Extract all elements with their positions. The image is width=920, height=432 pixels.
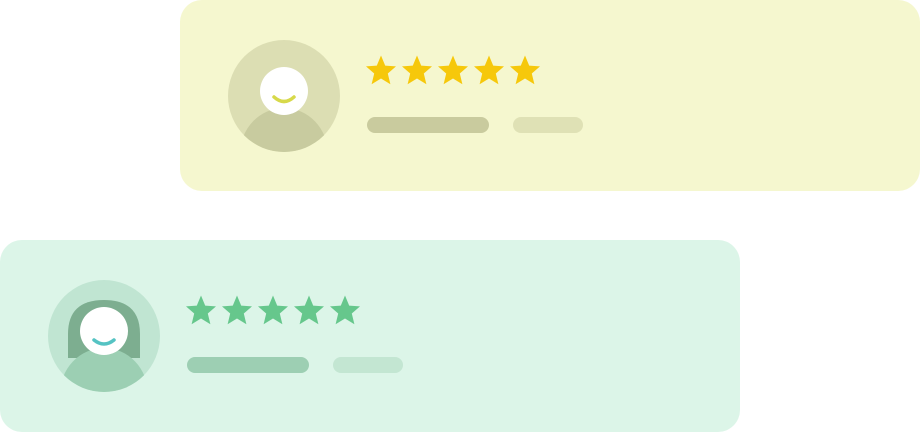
star-icon — [220, 294, 254, 328]
user-avatar-icon — [228, 40, 340, 152]
star-icon — [184, 294, 218, 328]
star-rating — [364, 54, 542, 88]
star-icon — [508, 54, 542, 88]
star-icon — [400, 54, 434, 88]
star-icon — [472, 54, 506, 88]
review-text-placeholder-short — [513, 117, 583, 133]
review-card-bottom — [0, 240, 740, 432]
star-icon — [292, 294, 326, 328]
review-card-top — [180, 0, 920, 191]
review-text-placeholder-long — [187, 357, 309, 373]
review-text-placeholder-long — [367, 117, 489, 133]
star-icon — [436, 54, 470, 88]
star-icon — [256, 294, 290, 328]
star-icon — [328, 294, 362, 328]
star-rating — [184, 294, 362, 328]
user-avatar-long-hair-icon — [48, 280, 160, 392]
star-icon — [364, 54, 398, 88]
review-text-placeholder-short — [333, 357, 403, 373]
